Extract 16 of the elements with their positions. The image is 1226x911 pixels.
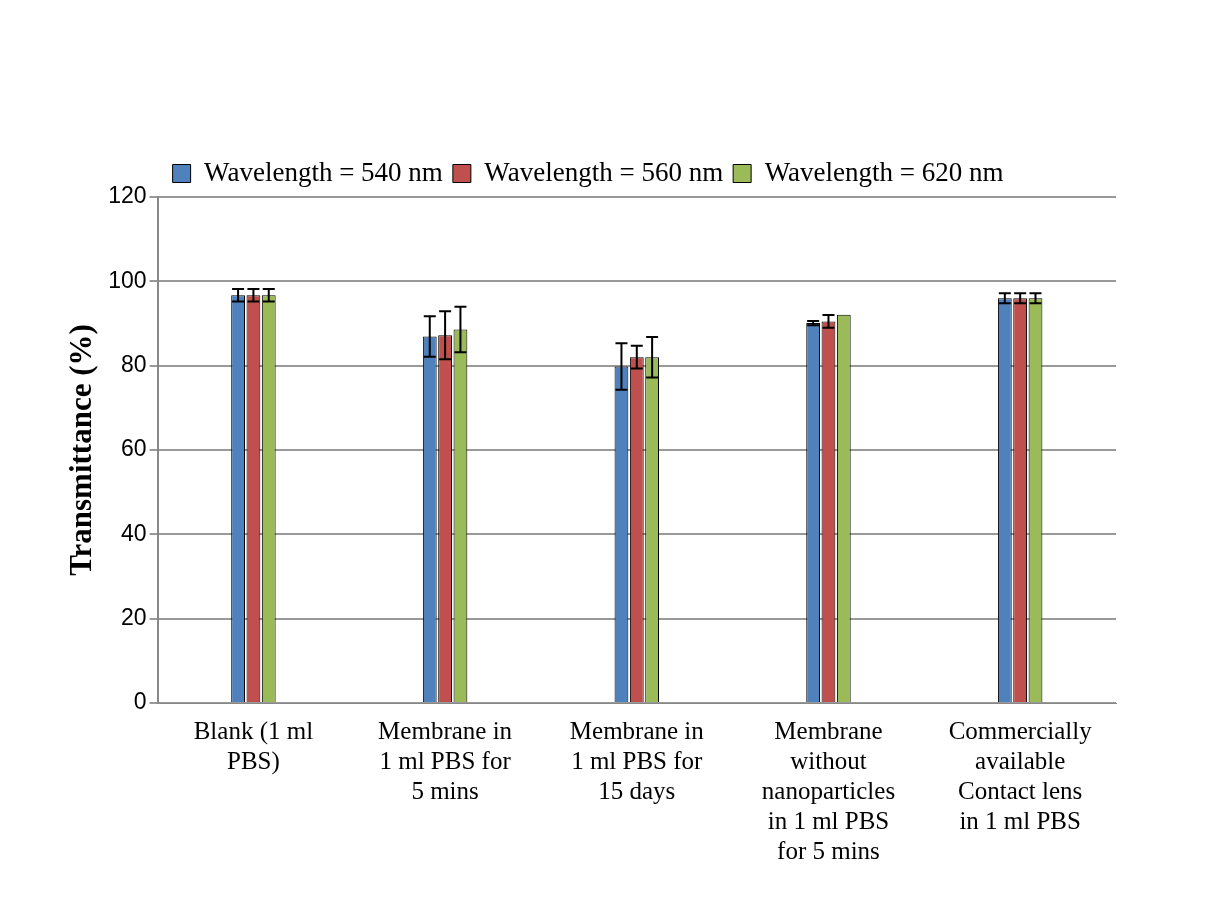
y-tick-label: 80 (120, 351, 147, 378)
x-tick-label: Membrane in 1 ml PBS for 5 mins (378, 716, 513, 804)
y-tick-label: 60 (120, 435, 147, 462)
x-tick-label: Membrane in 1 ml PBS for 15 days (569, 716, 705, 804)
x-tick-label: Commercially available Contact lens in 1 ml PBS (948, 716, 1093, 834)
y-tick-label: 0 (133, 688, 147, 715)
y-tick-label: 20 (120, 604, 147, 631)
x-tick-label: Blank (1 ml PBS) (193, 716, 314, 775)
legend-label: Wavelength = 620 nm (764, 156, 1004, 187)
y-tick-label: 100 (108, 266, 147, 293)
y-tick-label: 120 (108, 182, 147, 209)
legend-label: Wavelength = 540 nm (204, 156, 443, 187)
legend-label: Wavelength = 560 nm (484, 156, 724, 187)
x-tick-label: Membrane without nanoparticles in 1 ml PBS for 5 mins (761, 716, 896, 864)
y-tick-label: 40 (120, 519, 147, 546)
y-axis-title: Transmittance (%) (62, 324, 98, 576)
